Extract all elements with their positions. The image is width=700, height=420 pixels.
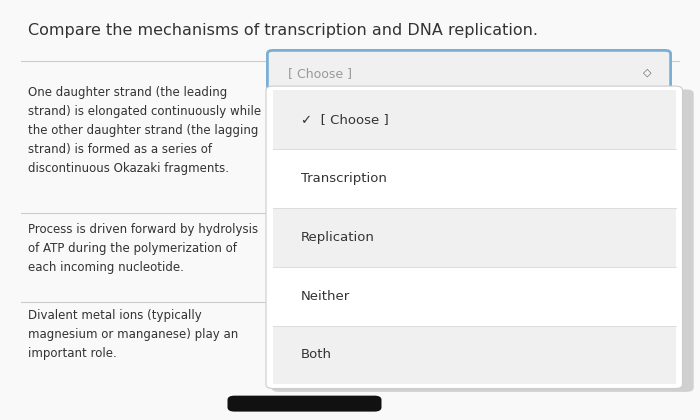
Text: ◇: ◇	[643, 68, 652, 78]
Text: Replication: Replication	[301, 231, 375, 244]
Bar	[273, 267, 676, 326]
Bar	[273, 149, 676, 208]
Text: [ Choose ]: [ Choose ]	[288, 67, 352, 79]
Bar	[273, 208, 676, 267]
FancyBboxPatch shape	[266, 86, 682, 388]
FancyBboxPatch shape	[272, 89, 694, 392]
FancyBboxPatch shape	[267, 50, 671, 96]
Text: Transcription: Transcription	[301, 172, 387, 185]
FancyBboxPatch shape	[228, 396, 382, 412]
Bar	[273, 90, 676, 149]
Bar	[273, 326, 676, 384]
Text: Divalent metal ions (typically
magnesium or manganese) play an
important role.: Divalent metal ions (typically magnesium…	[28, 309, 238, 360]
Text: Process is driven forward by hydrolysis
of ATP during the polymerization of
each: Process is driven forward by hydrolysis …	[28, 223, 258, 273]
Text: Neither: Neither	[301, 290, 350, 302]
Text: One daughter strand (the leading
strand) is elongated continuously while
the oth: One daughter strand (the leading strand)…	[28, 86, 261, 175]
Text: Both: Both	[301, 349, 332, 361]
Text: Compare the mechanisms of transcription and DNA replication.: Compare the mechanisms of transcription …	[28, 23, 538, 38]
Text: ✓  [ Choose ]: ✓ [ Choose ]	[301, 113, 389, 126]
